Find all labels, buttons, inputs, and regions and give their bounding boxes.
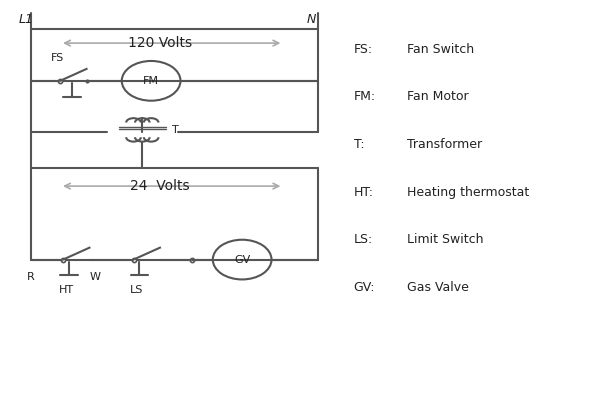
Text: Gas Valve: Gas Valve xyxy=(407,281,468,294)
Text: HT: HT xyxy=(58,286,74,296)
Text: FM:: FM: xyxy=(354,90,376,103)
Text: L1: L1 xyxy=(19,13,34,26)
Text: Fan Switch: Fan Switch xyxy=(407,42,474,56)
Text: 120 Volts: 120 Volts xyxy=(128,36,192,50)
Text: GV: GV xyxy=(234,254,250,264)
Text: Fan Motor: Fan Motor xyxy=(407,90,468,103)
Text: LS:: LS: xyxy=(354,233,373,246)
Text: FS:: FS: xyxy=(354,42,373,56)
Text: N: N xyxy=(307,13,316,26)
Text: R: R xyxy=(27,272,35,282)
Text: Transformer: Transformer xyxy=(407,138,481,151)
Text: T: T xyxy=(172,126,178,136)
Text: T:: T: xyxy=(354,138,365,151)
Text: Limit Switch: Limit Switch xyxy=(407,233,483,246)
Text: FM: FM xyxy=(143,76,159,86)
Text: W: W xyxy=(90,272,101,282)
Text: HT:: HT: xyxy=(354,186,373,198)
Text: Heating thermostat: Heating thermostat xyxy=(407,186,529,198)
Text: FS: FS xyxy=(51,53,64,63)
Text: LS: LS xyxy=(130,286,143,296)
Text: 24  Volts: 24 Volts xyxy=(130,179,190,193)
Text: GV:: GV: xyxy=(354,281,375,294)
